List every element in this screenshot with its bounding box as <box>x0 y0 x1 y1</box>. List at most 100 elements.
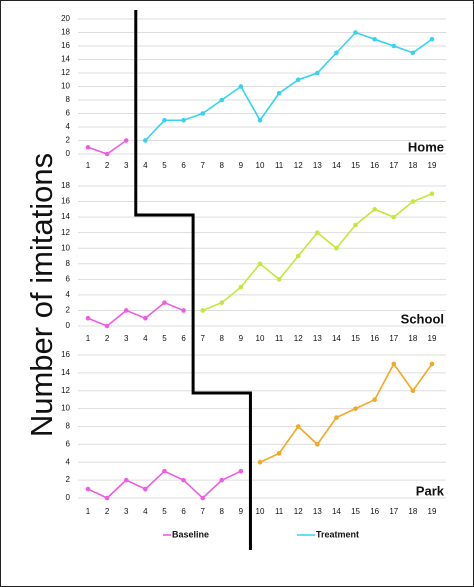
point <box>429 36 435 42</box>
point <box>181 477 186 483</box>
x-tick-label: 7 <box>200 161 205 170</box>
x-tick-label: 18 <box>408 507 417 516</box>
legend-label: Baseline <box>172 529 209 539</box>
point <box>104 151 110 157</box>
x-tick-label: 17 <box>389 334 398 343</box>
legend-label: Treatment <box>316 529 359 539</box>
x-tick-label: 3 <box>124 161 129 170</box>
point <box>353 406 358 411</box>
point <box>276 277 282 282</box>
x-tick-label: 2 <box>105 334 110 343</box>
point <box>123 138 129 143</box>
x-tick-label: 2 <box>105 507 110 516</box>
point <box>410 199 416 204</box>
y-tick-label: 16 <box>61 197 70 206</box>
point <box>123 477 129 483</box>
panel-label: Home <box>408 139 444 154</box>
point <box>162 117 167 123</box>
x-tick-label: 1 <box>86 334 91 343</box>
y-axis-label: Number of imitations <box>24 153 59 437</box>
point <box>143 138 148 143</box>
y-tick-label: 14 <box>61 55 70 64</box>
x-tick-label: 10 <box>256 161 265 170</box>
point <box>200 495 205 501</box>
x-tick-label: 2 <box>105 161 110 170</box>
point <box>295 77 301 83</box>
y-tick-label: 0 <box>66 493 71 502</box>
point <box>85 315 91 321</box>
point <box>391 43 397 49</box>
point <box>85 486 91 492</box>
y-tick-label: 2 <box>66 475 71 484</box>
x-tick-label: 17 <box>389 161 398 170</box>
y-tick-label: 12 <box>61 386 70 395</box>
point <box>238 284 244 290</box>
x-tick-label: 13 <box>313 334 322 343</box>
series-line <box>259 362 433 463</box>
x-tick-label: 9 <box>239 334 244 343</box>
point <box>200 111 205 116</box>
y-tick-label: 14 <box>61 212 70 221</box>
x-tick-label: 8 <box>220 161 225 170</box>
y-tick-label: 6 <box>66 109 71 118</box>
x-tick-label: 12 <box>294 334 303 343</box>
x-tick-label: 10 <box>256 507 265 516</box>
point <box>257 459 263 465</box>
y-tick-label: 12 <box>61 68 70 77</box>
x-tick-label: 11 <box>275 334 284 343</box>
x-tick-label: 6 <box>181 507 186 516</box>
x-tick-label: 7 <box>200 507 205 516</box>
y-tick-label: 10 <box>61 82 70 91</box>
point <box>238 84 244 89</box>
y-tick-label: 20 <box>61 14 70 23</box>
x-tick-label: 5 <box>162 161 167 170</box>
y-tick-label: 0 <box>66 321 71 330</box>
point <box>391 214 397 220</box>
point <box>276 451 282 456</box>
x-tick-label: 17 <box>389 507 398 516</box>
point <box>219 300 225 305</box>
phase-change-line <box>134 10 252 550</box>
x-tick-label: 15 <box>351 334 360 343</box>
point <box>295 253 301 259</box>
x-tick-label: 4 <box>143 334 148 343</box>
point <box>315 70 320 76</box>
y-tick-label: 18 <box>61 28 70 37</box>
point <box>143 486 148 492</box>
y-tick-label: 10 <box>61 404 70 413</box>
point <box>429 191 435 197</box>
x-tick-label: 19 <box>428 161 437 170</box>
point <box>429 361 435 367</box>
point <box>353 30 358 35</box>
y-tick-label: 2 <box>66 306 71 315</box>
y-tick-label: 8 <box>66 95 71 104</box>
x-tick-label: 14 <box>332 334 341 343</box>
x-tick-label: 18 <box>408 334 417 343</box>
x-tick-label: 8 <box>220 507 225 516</box>
point <box>295 424 301 429</box>
y-tick-label: 18 <box>61 181 70 190</box>
point <box>181 308 186 313</box>
point <box>372 207 377 212</box>
point <box>372 397 377 402</box>
x-tick-label: 12 <box>294 507 303 516</box>
x-tick-label: 5 <box>162 507 167 516</box>
point <box>315 442 320 447</box>
y-tick-label: 14 <box>61 368 70 377</box>
x-tick-label: 3 <box>124 334 129 343</box>
point <box>334 415 339 420</box>
x-tick-label: 13 <box>313 507 322 516</box>
x-tick-label: 5 <box>162 334 167 343</box>
point <box>238 468 244 474</box>
point <box>372 36 377 42</box>
point <box>391 361 397 367</box>
point <box>181 117 186 123</box>
x-tick-label: 14 <box>332 161 341 170</box>
x-tick-label: 16 <box>370 161 379 170</box>
y-tick-label: 6 <box>66 439 71 448</box>
x-tick-label: 14 <box>332 507 341 516</box>
point <box>334 245 339 251</box>
y-tick-label: 4 <box>66 457 71 466</box>
y-tick-label: 8 <box>66 259 71 268</box>
